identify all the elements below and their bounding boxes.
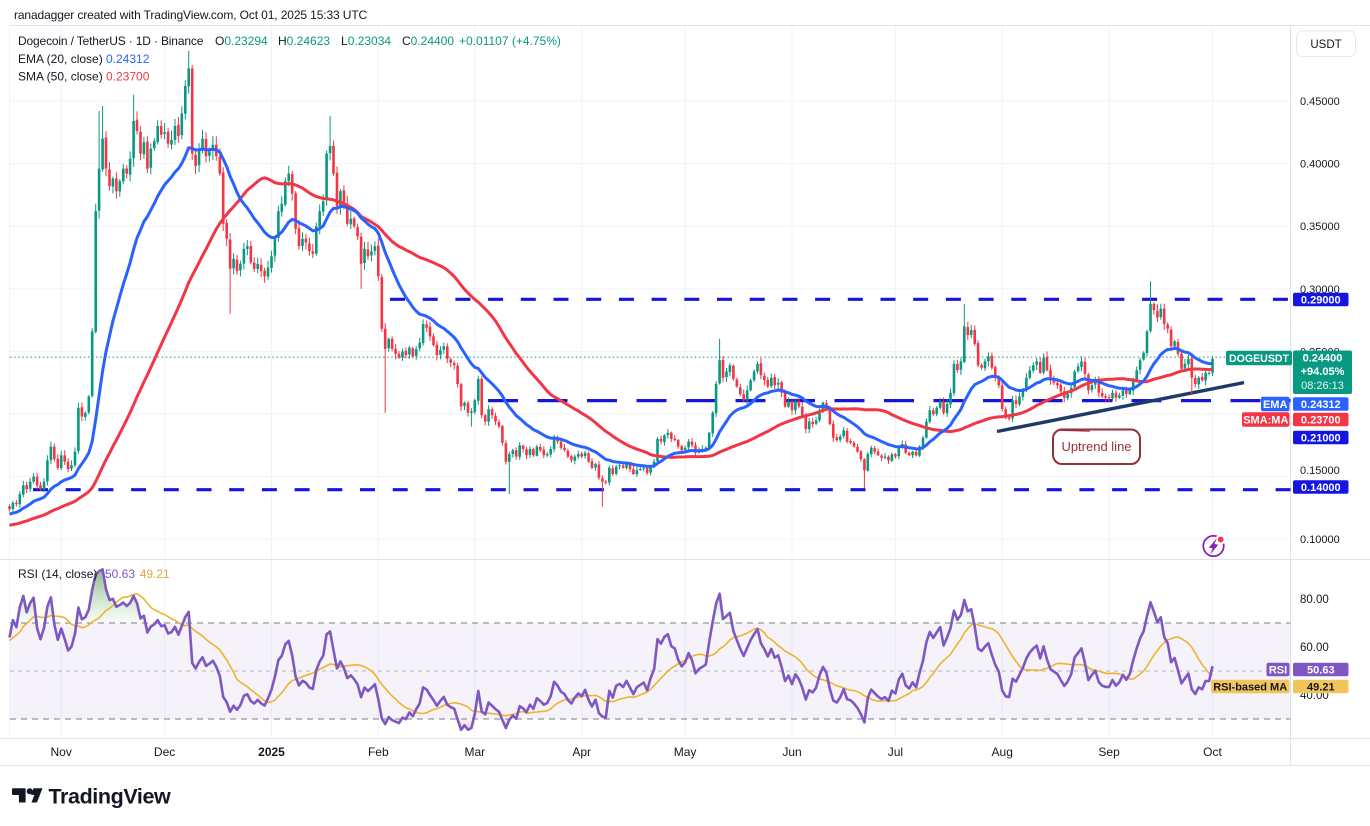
svg-text:H0.24623: H0.24623 [278,34,330,48]
svg-text:SMA (50, close): SMA (50, close) [18,70,103,84]
svg-text:Dec: Dec [154,745,175,759]
svg-text:0.10000: 0.10000 [1300,534,1340,546]
svg-text:0.40000: 0.40000 [1300,159,1340,171]
svg-text:Apr: Apr [572,745,591,759]
svg-text:08:26:13: 08:26:13 [1301,380,1344,392]
svg-text:Sep: Sep [1098,745,1120,759]
svg-text:0.23700: 0.23700 [1301,414,1341,426]
svg-text:Nov: Nov [51,745,72,759]
svg-text:Feb: Feb [368,745,389,759]
svg-text:0.29000: 0.29000 [1301,294,1341,306]
svg-text:DOGEUSDT: DOGEUSDT [1229,353,1290,365]
svg-text:49.21: 49.21 [1307,681,1335,693]
svg-text:RSI: RSI [1269,664,1287,676]
svg-text:0.24400: 0.24400 [1303,353,1343,365]
svg-text:50.63: 50.63 [105,567,135,581]
svg-text:49.21: 49.21 [140,567,170,581]
svg-text:Dogecoin / TetherUS · 1D · Bin: Dogecoin / TetherUS · 1D · Binance [18,34,204,48]
svg-text:50.63: 50.63 [1307,664,1335,676]
svg-text:0.23700: 0.23700 [106,70,150,84]
svg-text:+94.05%: +94.05% [1301,366,1345,378]
svg-text:Jul: Jul [888,745,903,759]
svg-text:Aug: Aug [992,745,1013,759]
svg-text:0.24312: 0.24312 [1301,399,1341,411]
svg-text:0.21000: 0.21000 [1301,432,1341,444]
svg-text:EMA (20, close): EMA (20, close) [18,52,103,66]
svg-text:0.45000: 0.45000 [1300,96,1340,108]
svg-text:0.15000: 0.15000 [1300,465,1340,477]
svg-text:Uptrend line: Uptrend line [1061,439,1131,454]
svg-text:+0.01107 (+4.75%): +0.01107 (+4.75%) [459,34,561,48]
svg-text:60.00: 60.00 [1300,642,1329,654]
svg-text:2025: 2025 [258,745,285,759]
svg-text:Jun: Jun [782,745,801,759]
svg-text:May: May [674,745,697,759]
svg-text:TradingView: TradingView [49,785,172,809]
svg-text:L0.23034: L0.23034 [341,34,391,48]
svg-text:SMA:MA: SMA:MA [1243,414,1288,426]
svg-text:ranadagger created with Tradin: ranadagger created with TradingView.com,… [14,8,368,22]
svg-text:0.35000: 0.35000 [1300,221,1340,233]
svg-text:RSI-based MA: RSI-based MA [1213,681,1287,693]
svg-text:O0.23294: O0.23294 [215,34,268,48]
svg-text:0.24312: 0.24312 [106,52,150,66]
svg-text:EMA: EMA [1263,399,1288,411]
svg-text:Oct: Oct [1203,745,1222,759]
svg-text:0.14000: 0.14000 [1301,482,1341,494]
svg-text:RSI (14, close): RSI (14, close) [18,567,97,581]
svg-text:USDT: USDT [1310,39,1341,51]
svg-text:C0.24400: C0.24400 [402,34,454,48]
svg-text:Mar: Mar [464,745,485,759]
svg-text:80.00: 80.00 [1300,594,1329,606]
